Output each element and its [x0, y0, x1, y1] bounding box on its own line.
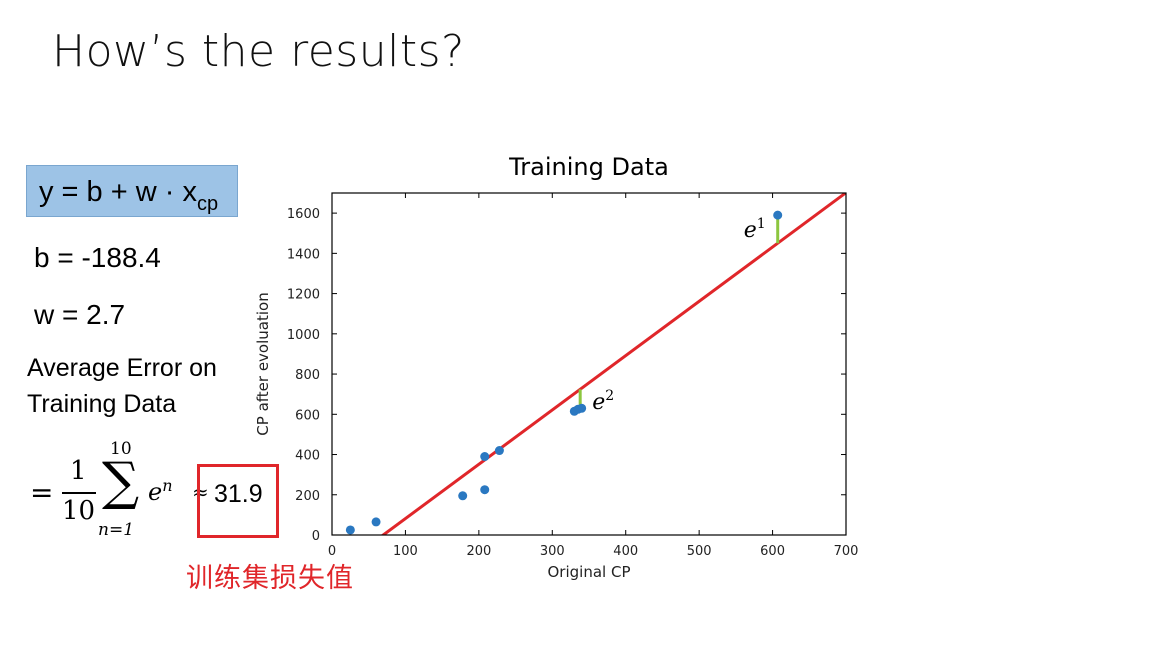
- average-error-label-line1: Average Error on: [27, 354, 217, 382]
- data-point-2: [371, 517, 381, 527]
- y-tick-label: 1600: [287, 207, 320, 222]
- error-label-1: e1: [744, 216, 766, 243]
- y-tick-label: 200: [295, 489, 320, 504]
- x-tick-label: 300: [540, 544, 565, 559]
- data-point-10: [773, 210, 783, 220]
- x-tick-label: 0: [328, 544, 336, 559]
- fraction-numerator: 1: [70, 456, 87, 486]
- y-axis-label: CP after evoluation: [254, 292, 272, 435]
- x-tick-label: 400: [613, 544, 638, 559]
- x-tick-label: 200: [466, 544, 491, 559]
- average-error-label-line2: Training Data: [27, 390, 177, 418]
- data-point-6: [494, 446, 504, 456]
- formula-main: y = b + w · x: [39, 176, 197, 208]
- slide-title: How’s the results?: [52, 26, 465, 77]
- bias-value: b = -188.4: [34, 242, 161, 273]
- error-term-base: e: [148, 478, 163, 506]
- data-point-3: [458, 491, 468, 501]
- data-point-5: [480, 452, 490, 462]
- error-label-2: e2: [592, 388, 614, 415]
- result-highlight-box: [197, 464, 279, 538]
- training-data-chart: Training Data e1 e2 0 100 200 300 400 500 600 700 0…: [254, 153, 859, 581]
- sum-upper-limit: 10: [110, 439, 132, 459]
- y-tick-label: 0: [312, 529, 320, 544]
- formula-subscript: cp: [196, 193, 219, 215]
- y-tick-label: 800: [295, 368, 320, 383]
- plot-frame: [331, 192, 847, 536]
- error-term-sup: n: [162, 476, 173, 495]
- fit-line: [380, 193, 846, 535]
- y-tick-label: 600: [295, 408, 320, 423]
- x-tick-label: 700: [834, 544, 859, 559]
- weight-value: w = 2.7: [34, 299, 126, 330]
- y-tick-label: 1200: [287, 288, 320, 303]
- x-tick-label: 600: [760, 544, 785, 559]
- chart-title: Training Data: [508, 153, 669, 181]
- x-tick-label: 500: [687, 544, 712, 559]
- equals-sign: =: [30, 476, 54, 509]
- training-loss-caption: 训练集损失值: [186, 563, 354, 593]
- sum-lower-limit: n=1: [98, 520, 135, 540]
- x-tick-label: 100: [393, 544, 418, 559]
- fraction-denominator: 10: [62, 496, 96, 526]
- y-tick-label: 1000: [287, 328, 320, 343]
- y-tick-label: 400: [295, 449, 320, 464]
- data-point-4: [480, 485, 490, 495]
- average-error-label: Average Error on Training Data: [27, 350, 217, 422]
- error-term: en: [148, 476, 173, 506]
- fraction-bar: [62, 492, 96, 494]
- model-formula-box: y = b + w · xcp: [26, 165, 238, 217]
- average-error-equation: = 1 10 10 ∑ n=1 en ≈: [30, 439, 230, 550]
- data-point-1: [345, 525, 355, 535]
- x-axis-label: Original CP: [548, 563, 631, 581]
- approx-sign: ≈: [192, 480, 209, 504]
- data-point-9: [577, 403, 587, 413]
- result-value: 31.9: [214, 480, 263, 508]
- sigma-symbol: ∑: [102, 452, 140, 512]
- y-tick-label: 1400: [287, 247, 320, 262]
